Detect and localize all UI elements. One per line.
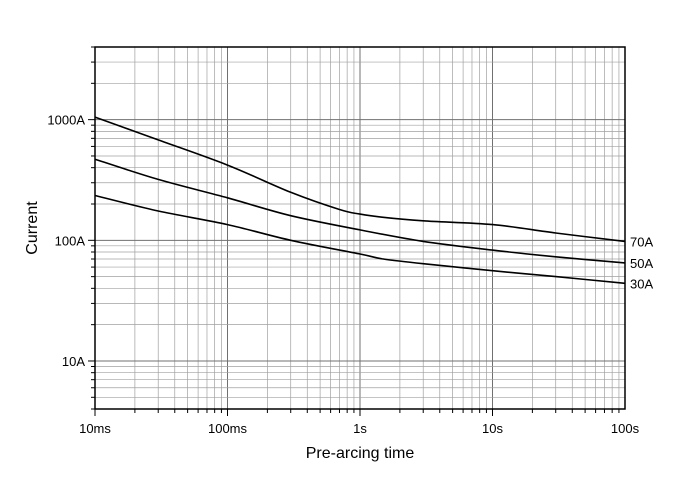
x-tick-label: 10ms [79,421,111,436]
x-tick-label: 100s [611,421,640,436]
series-label-30A: 30A [630,276,653,291]
axis-ticks [88,46,620,416]
series-line-30A [94,194,626,285]
series-label-70A: 70A [630,234,653,249]
series-line-70A [94,116,626,243]
y-tick-label: 100A [55,233,86,248]
series-line-50A [94,158,626,264]
grid [94,46,625,410]
x-tick-label: 10s [482,421,503,436]
x-axis-title: Pre-arcing time [306,445,415,462]
y-axis-title: Current [24,201,41,255]
x-tick-label: 1s [353,421,367,436]
y-tick-label: 1000A [47,113,85,128]
x-tick-label: 100ms [208,421,248,436]
labels: 10ms 100ms 1s 10s 100s 10A 100A 1000A 70A 50A 30A [47,113,653,436]
series-lines [94,116,626,285]
y-tick-label: 10A [62,354,85,369]
series-label-50A: 50A [630,256,653,271]
